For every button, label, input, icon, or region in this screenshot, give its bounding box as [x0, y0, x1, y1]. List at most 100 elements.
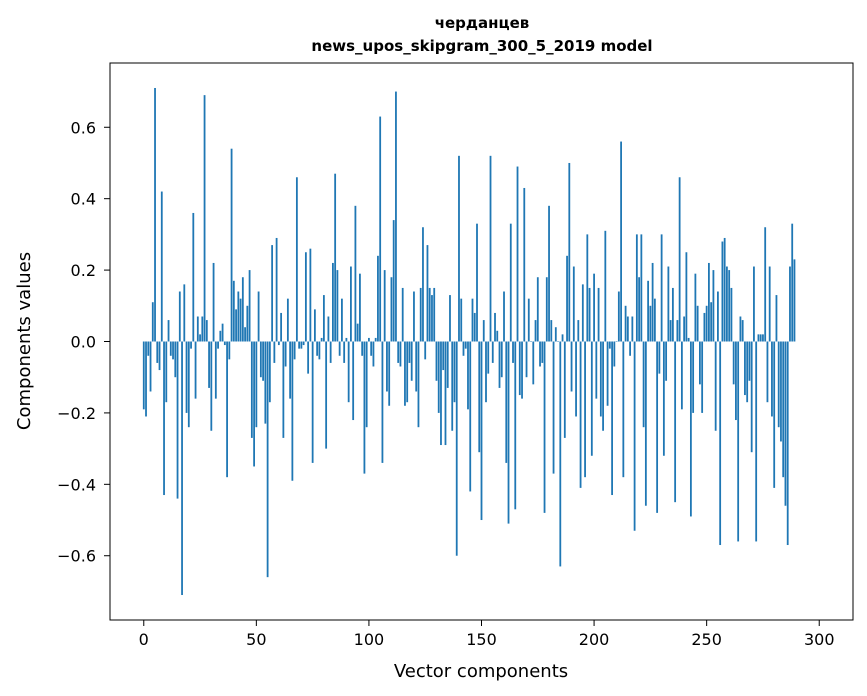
- bar: [379, 116, 382, 342]
- bar: [334, 173, 337, 342]
- bar: [662, 341, 665, 456]
- bar: [753, 266, 755, 342]
- bar: [381, 341, 384, 463]
- bar: [413, 291, 415, 342]
- bar: [543, 341, 546, 513]
- bar: [246, 305, 249, 342]
- x-axis-ticks: 0 50 100 150 200 250 300: [139, 620, 835, 649]
- bar: [277, 341, 280, 346]
- bar: [721, 241, 724, 342]
- bar: [268, 341, 271, 403]
- bar: [701, 341, 704, 413]
- bar: [586, 234, 589, 342]
- bar: [617, 291, 620, 342]
- bar: [683, 316, 686, 342]
- chart-title: черданцев: [435, 14, 530, 32]
- bar: [410, 341, 413, 381]
- bar: [680, 341, 683, 410]
- bar: [372, 341, 375, 367]
- bar: [320, 337, 323, 342]
- bar: [514, 341, 517, 510]
- bar: [338, 341, 341, 356]
- bar: [622, 341, 625, 478]
- bar: [471, 298, 474, 342]
- bar: [221, 323, 224, 342]
- bar: [536, 277, 539, 342]
- bar: [766, 341, 769, 403]
- bar: [336, 270, 339, 342]
- bar: [365, 341, 368, 428]
- bar: [786, 341, 789, 546]
- bar: [676, 320, 679, 342]
- bar: [244, 327, 246, 342]
- bar: [404, 341, 406, 406]
- x-axis-label: Vector components: [394, 661, 568, 682]
- bar: [253, 341, 255, 467]
- bar: [525, 341, 528, 378]
- bar: [588, 287, 591, 342]
- bar: [780, 341, 782, 442]
- bar: [678, 177, 681, 342]
- plot-frame: [109, 62, 854, 621]
- bar: [541, 341, 544, 363]
- bar: [460, 298, 463, 342]
- bar: [368, 337, 370, 342]
- bar: [304, 252, 307, 342]
- bar: [392, 220, 395, 342]
- bar: [561, 334, 564, 342]
- bar: [705, 305, 708, 342]
- bar: [433, 287, 436, 342]
- bar: [217, 341, 219, 349]
- bar: [431, 295, 433, 342]
- bar: [626, 316, 629, 342]
- bar: [559, 341, 562, 567]
- bar: [548, 205, 550, 342]
- bar: [494, 312, 496, 342]
- bar: [163, 341, 165, 496]
- y-axis-label: Components values: [14, 252, 35, 430]
- bar: [453, 341, 456, 403]
- bar: [656, 341, 659, 513]
- bar: [341, 298, 343, 342]
- bar: [386, 341, 388, 392]
- bar: [397, 341, 400, 363]
- bar: [187, 341, 190, 428]
- bar: [395, 91, 397, 342]
- bar: [638, 277, 641, 342]
- bar: [482, 320, 485, 342]
- bar: [604, 230, 607, 342]
- bar: [590, 341, 593, 456]
- bar: [199, 334, 201, 342]
- bar: [741, 320, 744, 342]
- bar: [219, 330, 222, 342]
- bar: [271, 245, 274, 342]
- bar: [523, 187, 526, 342]
- bar: [771, 341, 773, 417]
- bar: [156, 341, 159, 363]
- bar: [469, 341, 472, 492]
- bar: [572, 266, 575, 342]
- bar: [750, 341, 753, 453]
- bar: [178, 291, 181, 342]
- bar: [498, 341, 501, 388]
- bar: [581, 284, 584, 342]
- bar: [322, 295, 325, 342]
- bar: [757, 334, 760, 342]
- bar: [712, 270, 715, 342]
- bar: [158, 341, 161, 371]
- bar: [210, 341, 213, 431]
- bar: [201, 316, 204, 342]
- bar: [635, 234, 638, 342]
- bar: [660, 234, 663, 342]
- bar: [212, 262, 215, 342]
- bar: [532, 341, 535, 385]
- bar: [667, 266, 670, 342]
- bar: [620, 141, 622, 342]
- bar: [350, 266, 352, 342]
- bar: [462, 341, 465, 356]
- bar: [383, 270, 386, 342]
- bar: [703, 312, 706, 342]
- bar: [507, 341, 510, 524]
- bar: [318, 341, 321, 360]
- bar: [174, 341, 177, 378]
